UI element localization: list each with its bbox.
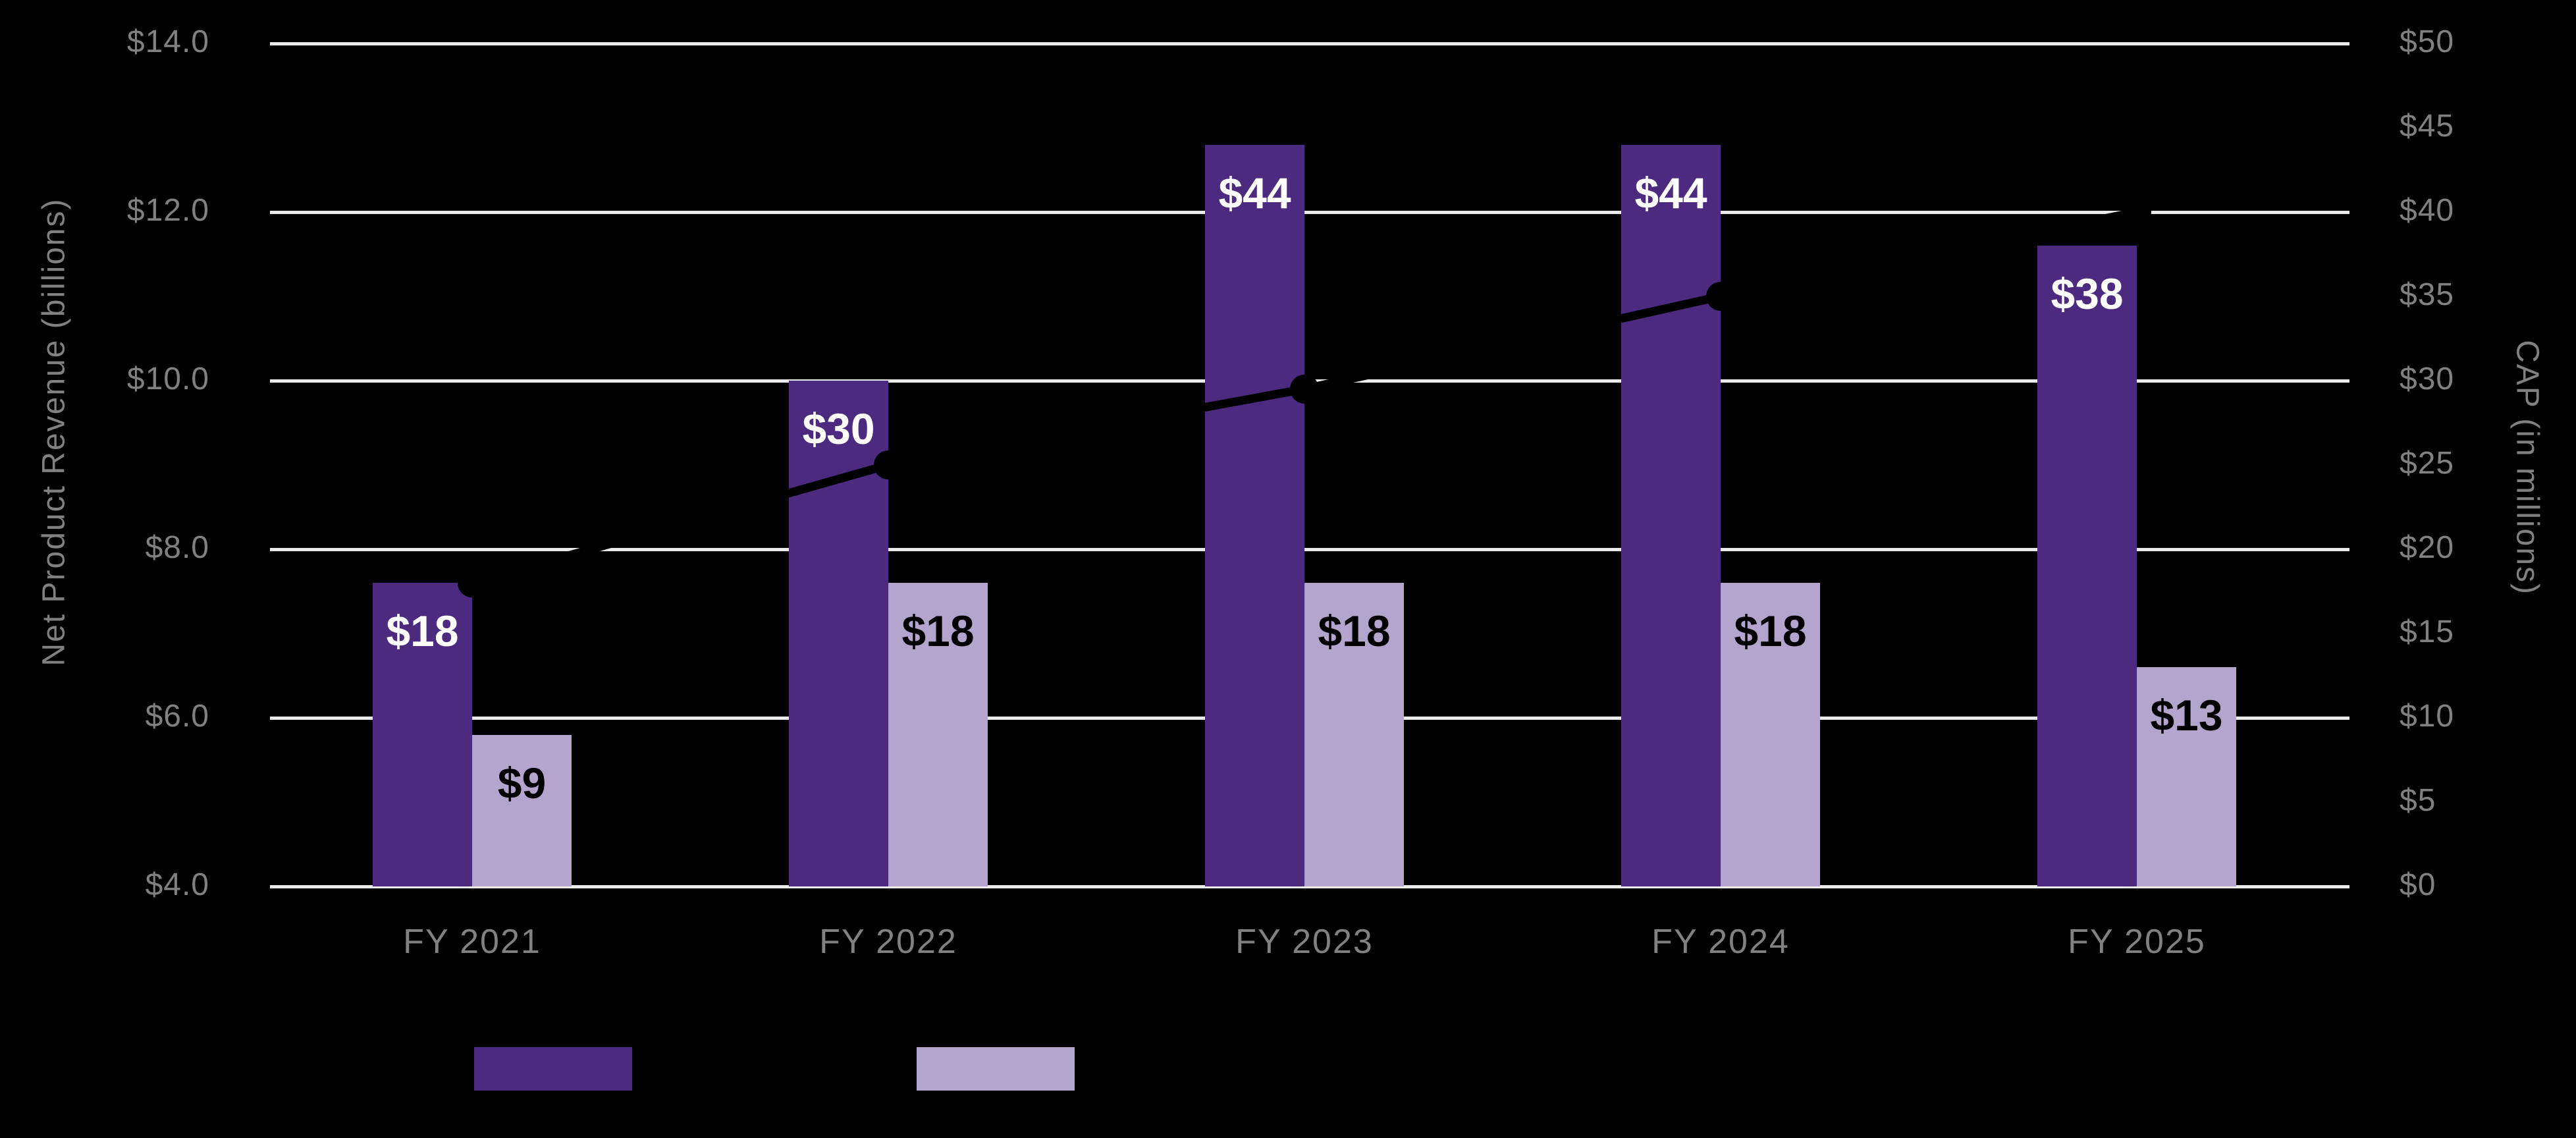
- legend-swatch-dark-bar: [474, 1047, 632, 1091]
- gridline: [270, 884, 2349, 888]
- right-axis-tick-label: $20: [2400, 530, 2455, 565]
- legend-swatch-light-bar: [917, 1047, 1075, 1091]
- dark-bar-fy-2024: [1621, 144, 1721, 886]
- x-axis-label: FY 2024: [1651, 923, 1790, 961]
- light-bar-fy-2025: [2137, 667, 2236, 886]
- x-axis-label: FY 2022: [819, 923, 957, 961]
- dark-bar-fy-2021: [373, 583, 472, 886]
- right-axis-tick-label: $15: [2400, 614, 2455, 649]
- right-axis-tick-label: $50: [2400, 24, 2455, 59]
- dark-bar-fy-2022: [789, 381, 888, 886]
- right-axis-tick-label: $40: [2400, 193, 2455, 228]
- left-axis-tick-label: $8.0: [145, 530, 209, 565]
- x-axis-label: FY 2025: [2068, 923, 2206, 961]
- left-axis-title: Net Product Revenue (billions): [36, 198, 72, 666]
- left-axis-tick-label: $10.0: [126, 362, 209, 396]
- right-axis-tick-label: $30: [2400, 362, 2455, 396]
- bar-value-label: $18: [901, 607, 975, 656]
- trend-line: [471, 207, 2138, 587]
- right-axis-tick-label: $25: [2400, 446, 2455, 481]
- left-axis-tick-label: $4.0: [145, 867, 209, 902]
- bar-value-label: $44: [1634, 168, 1707, 217]
- x-axis-label: FY 2021: [403, 923, 541, 961]
- bar-value-label: $30: [802, 404, 875, 453]
- bar-value-label: $38: [2051, 269, 2124, 319]
- x-axis-label: FY 2023: [1235, 923, 1374, 961]
- bar-value-label: $44: [1218, 168, 1291, 217]
- bar-value-label: $13: [2150, 691, 2223, 740]
- left-axis-tick-label: $12.0: [126, 193, 209, 228]
- light-bar-fy-2021: [472, 734, 572, 886]
- right-axis-tick-label: $0: [2400, 867, 2436, 902]
- gridline: [270, 210, 2349, 214]
- left-axis-tick-label: $14.0: [126, 24, 209, 59]
- light-bar-fy-2022: [888, 583, 988, 886]
- right-axis-tick-label: $45: [2400, 109, 2455, 144]
- right-axis-tick-label: $10: [2400, 699, 2455, 734]
- bar-value-label: $18: [386, 607, 459, 656]
- bar-value-label: $18: [1318, 607, 1391, 656]
- right-axis-title: CAP (in millions): [2509, 340, 2545, 595]
- right-axis-tick-label: $35: [2400, 277, 2455, 312]
- bar-value-label: $9: [497, 758, 547, 807]
- light-bar-fy-2023: [1304, 583, 1404, 886]
- right-axis-tick-label: $5: [2400, 783, 2436, 818]
- dark-bar-fy-2025: [2037, 246, 2137, 886]
- dark-bar-fy-2023: [1205, 144, 1304, 886]
- bar-value-label: $18: [1734, 607, 1807, 656]
- gridline: [270, 41, 2349, 45]
- left-axis-tick-label: $6.0: [145, 699, 209, 734]
- light-bar-fy-2024: [1721, 583, 1820, 886]
